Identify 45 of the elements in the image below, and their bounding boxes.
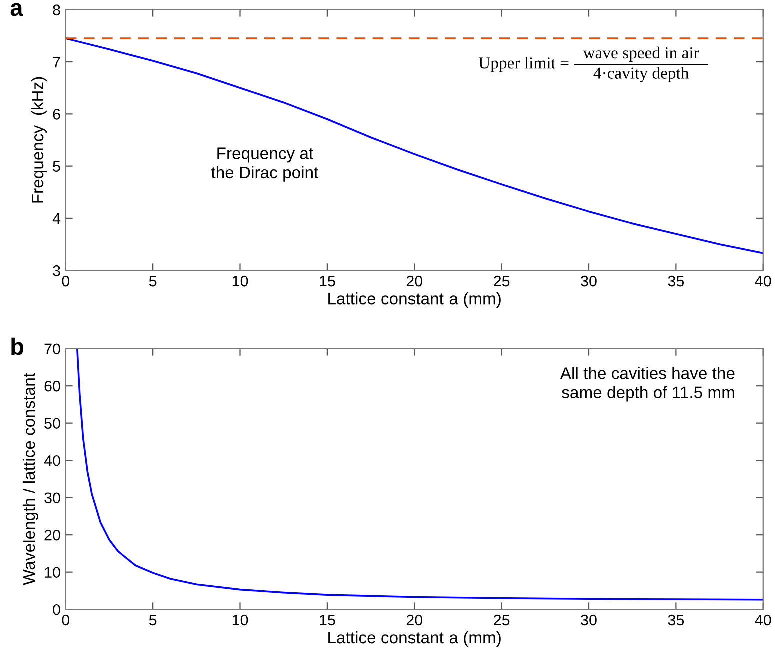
x-tick-label: 15: [320, 276, 336, 287]
y-tick-label: 7: [53, 57, 60, 68]
x-tick-label: 20: [406, 614, 423, 626]
y-axis-title: Wavelength / lattice constant: [22, 373, 38, 586]
x-tick-label: 35: [668, 614, 684, 626]
y-tick-label: 70: [44, 344, 60, 355]
line-series: [76, 348, 764, 601]
line-series: [66, 38, 764, 254]
chart-title: b: [12, 338, 24, 356]
x-tick-label: 5: [149, 614, 157, 626]
annotation: All the cavities have the same depth of 11.5 mm: [560, 367, 735, 402]
x-tick-label: 40: [755, 276, 772, 287]
y-tick-label: 8: [53, 4, 60, 16]
x-tick-label: 25: [494, 276, 510, 287]
x-tick-label: 0: [62, 614, 70, 626]
y-axis-title: Frequency (kHz): [31, 77, 47, 203]
y-tick-label: 4: [52, 214, 61, 224]
x-tick-label: 10: [232, 276, 248, 287]
annotation: Upper limit =: [478, 57, 569, 72]
x-tick-label: 10: [232, 614, 248, 626]
y-tick-label: 40: [44, 455, 60, 466]
chart-title: a: [10, 3, 24, 16]
y-tick-label: 0: [53, 604, 60, 616]
x-tick-label: 20: [406, 276, 423, 287]
x-tick-label: 0: [62, 276, 70, 287]
y-tick-label: 10: [45, 567, 60, 578]
annotation: Frequency at the Dirac point: [211, 148, 319, 182]
y-tick-label: 60: [44, 380, 60, 392]
x-axis-title: Lattice constant a (mm): [328, 631, 501, 647]
x-tick-label: 15: [320, 614, 336, 626]
y-tick-label: 6: [53, 109, 60, 120]
x-tick-label: 40: [755, 614, 772, 626]
x-tick-label: 30: [581, 614, 597, 626]
y-tick-label: 20: [44, 530, 60, 541]
annotation: wave speed in air: [583, 46, 700, 62]
y-tick-label: 3: [53, 265, 60, 276]
x-tick-label: 30: [581, 276, 597, 287]
x-tick-label: 35: [668, 276, 684, 287]
annotation: 4·cavity depth: [594, 67, 689, 82]
y-tick-label: 50: [44, 418, 60, 430]
x-tick-label: 5: [149, 276, 157, 287]
y-tick-label: 30: [44, 492, 60, 504]
x-tick-label: 25: [494, 614, 510, 626]
x-axis-title: Lattice constant a (mm): [328, 292, 501, 308]
y-tick-label: 5: [53, 161, 60, 172]
